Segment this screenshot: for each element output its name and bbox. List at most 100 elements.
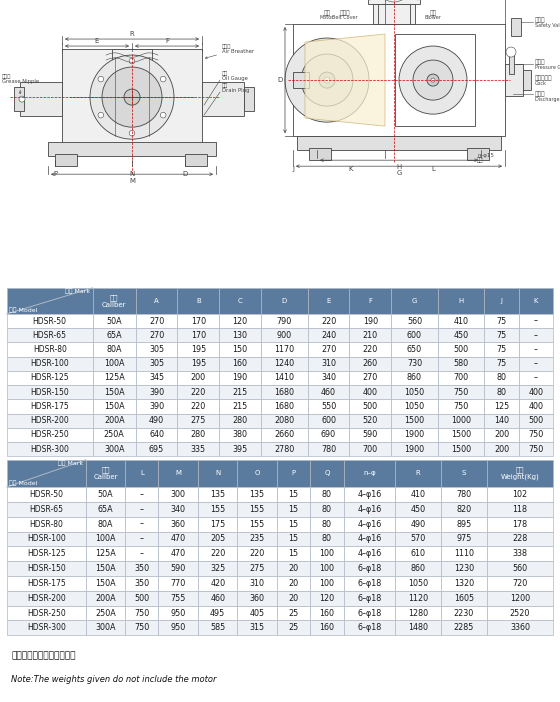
FancyBboxPatch shape (487, 561, 553, 576)
Text: HDSR-250: HDSR-250 (27, 609, 66, 618)
Text: 1500: 1500 (404, 416, 424, 425)
FancyBboxPatch shape (7, 546, 86, 561)
FancyBboxPatch shape (519, 343, 553, 357)
Text: 200A: 200A (104, 416, 124, 425)
FancyBboxPatch shape (441, 561, 487, 576)
FancyBboxPatch shape (438, 314, 484, 328)
FancyBboxPatch shape (261, 399, 307, 413)
Text: 395: 395 (232, 444, 248, 453)
Text: 338: 338 (512, 549, 528, 558)
FancyBboxPatch shape (391, 288, 438, 314)
FancyBboxPatch shape (441, 502, 487, 517)
FancyBboxPatch shape (310, 487, 343, 502)
Text: 油标
Oil Gauge: 油标 Oil Gauge (222, 71, 248, 81)
FancyBboxPatch shape (237, 576, 277, 591)
Bar (297, 136, 501, 150)
FancyBboxPatch shape (349, 288, 391, 314)
FancyBboxPatch shape (310, 621, 343, 635)
Text: 118: 118 (512, 505, 528, 514)
Text: 125A: 125A (95, 549, 116, 558)
Text: 790: 790 (277, 317, 292, 326)
FancyBboxPatch shape (391, 357, 438, 371)
FancyBboxPatch shape (484, 343, 519, 357)
Circle shape (319, 72, 335, 88)
FancyBboxPatch shape (343, 502, 395, 517)
Circle shape (98, 77, 104, 82)
Text: –: – (534, 317, 538, 326)
Circle shape (19, 96, 25, 102)
FancyBboxPatch shape (391, 428, 438, 442)
FancyBboxPatch shape (487, 576, 553, 591)
FancyBboxPatch shape (158, 576, 198, 591)
FancyBboxPatch shape (261, 385, 307, 399)
FancyBboxPatch shape (310, 460, 343, 487)
FancyBboxPatch shape (237, 517, 277, 531)
FancyBboxPatch shape (136, 428, 178, 442)
FancyBboxPatch shape (438, 428, 484, 442)
FancyBboxPatch shape (343, 591, 395, 606)
Text: 1605: 1605 (454, 594, 474, 603)
Text: 4–φ16: 4–φ16 (357, 490, 381, 499)
Text: 200A: 200A (95, 594, 116, 603)
Text: 600: 600 (407, 331, 422, 340)
Text: 1900: 1900 (404, 444, 424, 453)
Text: 1050: 1050 (404, 388, 424, 397)
Text: N: N (215, 470, 220, 477)
FancyBboxPatch shape (261, 288, 307, 314)
Text: 490: 490 (410, 519, 426, 529)
FancyBboxPatch shape (307, 288, 349, 314)
Text: 1050: 1050 (408, 579, 428, 588)
Text: 15: 15 (288, 505, 298, 514)
Text: 520: 520 (363, 416, 378, 425)
Text: 4–φ16: 4–φ16 (357, 549, 381, 558)
Text: HDSR-125: HDSR-125 (27, 549, 66, 558)
FancyBboxPatch shape (86, 517, 125, 531)
FancyBboxPatch shape (86, 502, 125, 517)
Text: 口径
Caliber: 口径 Caliber (102, 294, 127, 307)
FancyBboxPatch shape (198, 502, 237, 517)
Circle shape (506, 47, 516, 57)
FancyBboxPatch shape (219, 442, 261, 456)
FancyBboxPatch shape (237, 487, 277, 502)
Text: 975: 975 (456, 534, 472, 543)
Text: HDSR-65: HDSR-65 (32, 331, 67, 340)
Circle shape (160, 112, 166, 118)
Text: 610: 610 (410, 549, 426, 558)
FancyBboxPatch shape (136, 343, 178, 357)
FancyBboxPatch shape (484, 385, 519, 399)
FancyBboxPatch shape (310, 591, 343, 606)
Text: 4–φ16: 4–φ16 (357, 505, 381, 514)
Text: S: S (461, 470, 466, 477)
FancyBboxPatch shape (484, 357, 519, 371)
FancyBboxPatch shape (395, 517, 441, 531)
Text: HDSR-50: HDSR-50 (29, 490, 63, 499)
Text: 黄油杯
Grease Nipple: 黄油杯 Grease Nipple (2, 74, 39, 93)
Text: 200: 200 (191, 373, 206, 383)
Text: 235: 235 (250, 534, 265, 543)
Text: 135: 135 (210, 490, 225, 499)
Text: n–φ15: n–φ15 (477, 153, 494, 158)
Text: 4–φ16: 4–φ16 (357, 519, 381, 529)
Text: –: – (534, 373, 538, 383)
Text: 195: 195 (191, 345, 206, 354)
Text: 195: 195 (191, 359, 206, 369)
Text: HDSR-80: HDSR-80 (29, 519, 63, 529)
Text: 125A: 125A (104, 373, 124, 383)
Text: 1050: 1050 (404, 402, 424, 411)
Text: 220: 220 (191, 388, 206, 397)
Text: 20: 20 (288, 594, 298, 603)
FancyBboxPatch shape (125, 546, 158, 561)
FancyBboxPatch shape (198, 460, 237, 487)
Text: 860: 860 (410, 564, 426, 573)
FancyBboxPatch shape (198, 517, 237, 531)
Text: D: D (278, 77, 283, 83)
Text: 215: 215 (232, 388, 248, 397)
Text: HDSR-300: HDSR-300 (27, 623, 66, 633)
Text: 175: 175 (210, 519, 225, 529)
FancyBboxPatch shape (277, 591, 310, 606)
FancyBboxPatch shape (441, 576, 487, 591)
FancyBboxPatch shape (519, 371, 553, 385)
Text: 15: 15 (288, 549, 298, 558)
Bar (185, 154, 207, 166)
Text: –: – (140, 534, 144, 543)
